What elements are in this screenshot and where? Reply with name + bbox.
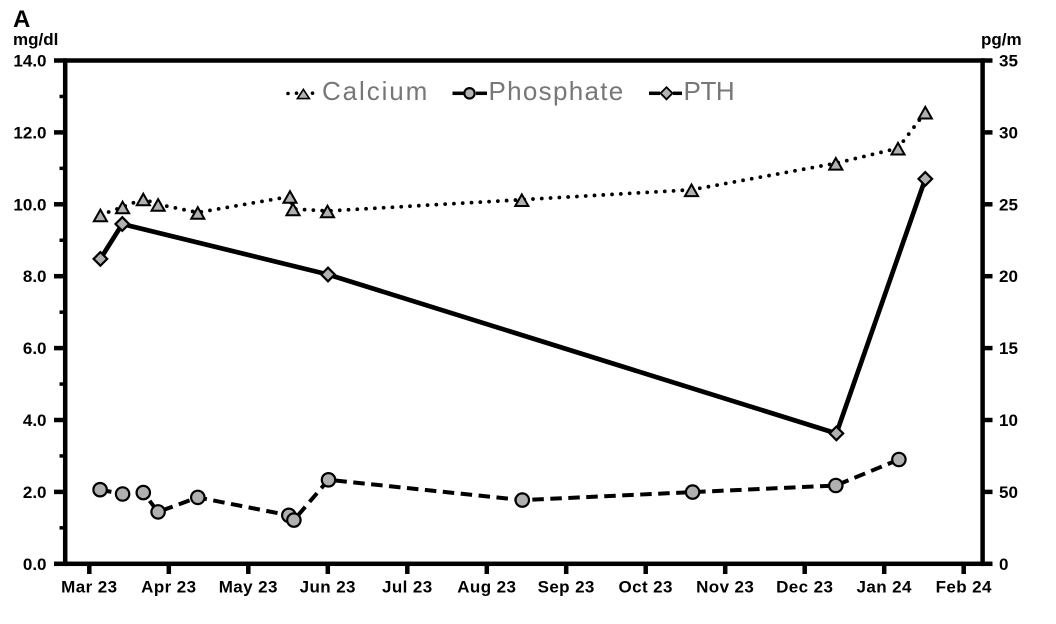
- svg-text:15: 15: [999, 339, 1018, 358]
- svg-text:May 23: May 23: [219, 578, 278, 597]
- svg-text:Jan 24: Jan 24: [857, 578, 912, 597]
- svg-text:mg/dl: mg/dl: [13, 30, 58, 49]
- svg-text:30: 30: [999, 123, 1018, 142]
- svg-text:20: 20: [999, 267, 1018, 286]
- svg-text:Apr 23: Apr 23: [141, 578, 196, 597]
- svg-text:0: 0: [999, 555, 1008, 574]
- svg-text:Oct 23: Oct 23: [619, 578, 673, 597]
- svg-text:Sep 23: Sep 23: [538, 578, 595, 597]
- svg-text:35: 35: [999, 52, 1018, 71]
- svg-text:0.0: 0.0: [23, 555, 47, 574]
- svg-text:14.0: 14.0: [13, 52, 46, 71]
- svg-text:PTH: PTH: [684, 76, 735, 106]
- svg-text:pg/m: pg/m: [981, 30, 1022, 49]
- svg-text:25: 25: [999, 195, 1018, 214]
- svg-text:50: 50: [999, 483, 1018, 502]
- svg-text:2.0: 2.0: [23, 483, 47, 502]
- svg-text:10: 10: [999, 411, 1018, 430]
- svg-text:4.0: 4.0: [23, 411, 47, 430]
- svg-text:Mar 23: Mar 23: [61, 578, 117, 597]
- svg-text:Dec 23: Dec 23: [776, 578, 833, 597]
- svg-text:Jul 23: Jul 23: [382, 578, 433, 597]
- svg-text:6.0: 6.0: [23, 339, 47, 358]
- svg-text:10.0: 10.0: [13, 195, 46, 214]
- svg-text:Calcium: Calcium: [322, 76, 429, 106]
- svg-text:Jun 23: Jun 23: [300, 578, 356, 597]
- svg-text:A: A: [13, 6, 30, 33]
- svg-text:Feb 24: Feb 24: [936, 578, 992, 597]
- svg-text:Nov 23: Nov 23: [696, 578, 754, 597]
- svg-text:Phosphate: Phosphate: [489, 76, 625, 106]
- svg-text:8.0: 8.0: [23, 267, 47, 286]
- svg-text:Aug 23: Aug 23: [457, 578, 516, 597]
- svg-text:12.0: 12.0: [13, 123, 46, 142]
